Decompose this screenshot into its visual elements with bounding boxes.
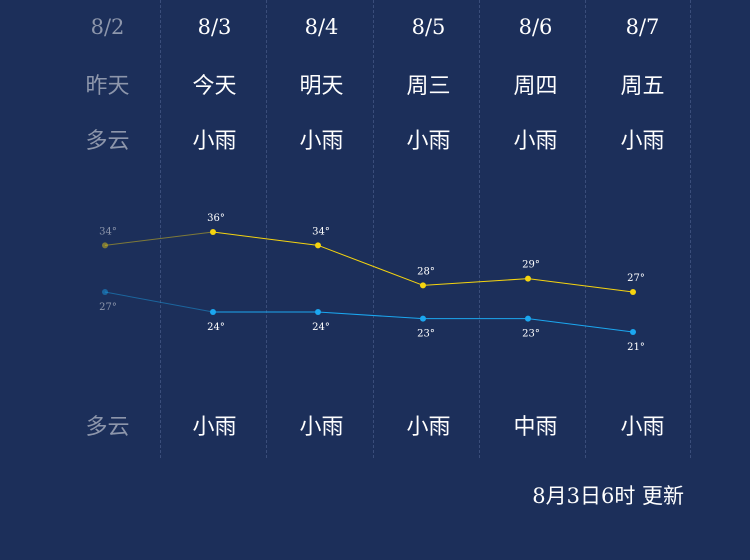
day-date: 8/7 — [625, 15, 660, 39]
day-name: 今天 — [192, 74, 237, 99]
day-weather: 小雨 — [513, 129, 558, 154]
day-name: 明天 — [299, 74, 344, 99]
day-column: 8/5 周三 小雨 小雨 — [375, 0, 482, 560]
update-time: 8月3日6时 更新 — [532, 484, 684, 508]
day-date: 8/5 — [411, 15, 446, 39]
day-weather: 小雨 — [192, 129, 237, 154]
night-weather: 多云 — [85, 415, 130, 440]
column-divider — [690, 0, 691, 458]
day-name: 周四 — [513, 74, 558, 99]
day-date: 8/3 — [197, 15, 232, 39]
column-divider — [479, 0, 480, 458]
day-name: 周三 — [406, 74, 451, 99]
column-divider — [160, 0, 161, 458]
day-column: 8/3 今天 小雨 小雨 — [161, 0, 268, 560]
night-weather: 小雨 — [192, 415, 237, 440]
day-column: 8/2 昨天 多云 多云 — [54, 0, 161, 560]
night-weather: 小雨 — [406, 415, 451, 440]
day-column: 8/7 周五 小雨 小雨 — [589, 0, 696, 560]
night-weather: 中雨 — [513, 415, 558, 440]
day-weather: 小雨 — [406, 129, 451, 154]
column-divider — [585, 0, 586, 458]
day-date: 8/2 — [90, 15, 125, 39]
day-name: 昨天 — [85, 74, 130, 99]
column-divider — [266, 0, 267, 458]
day-weather: 小雨 — [299, 129, 344, 154]
day-weather: 多云 — [85, 129, 130, 154]
day-column: 8/4 明天 小雨 小雨 — [268, 0, 375, 560]
column-divider — [373, 0, 374, 458]
night-weather: 小雨 — [299, 415, 344, 440]
night-weather: 小雨 — [620, 415, 665, 440]
day-name: 周五 — [620, 74, 665, 99]
day-weather: 小雨 — [620, 129, 665, 154]
day-column: 8/6 周四小雨中雨 — [482, 0, 589, 560]
day-date: 8/4 — [304, 15, 339, 39]
day-date: 8/6 — [518, 15, 553, 39]
